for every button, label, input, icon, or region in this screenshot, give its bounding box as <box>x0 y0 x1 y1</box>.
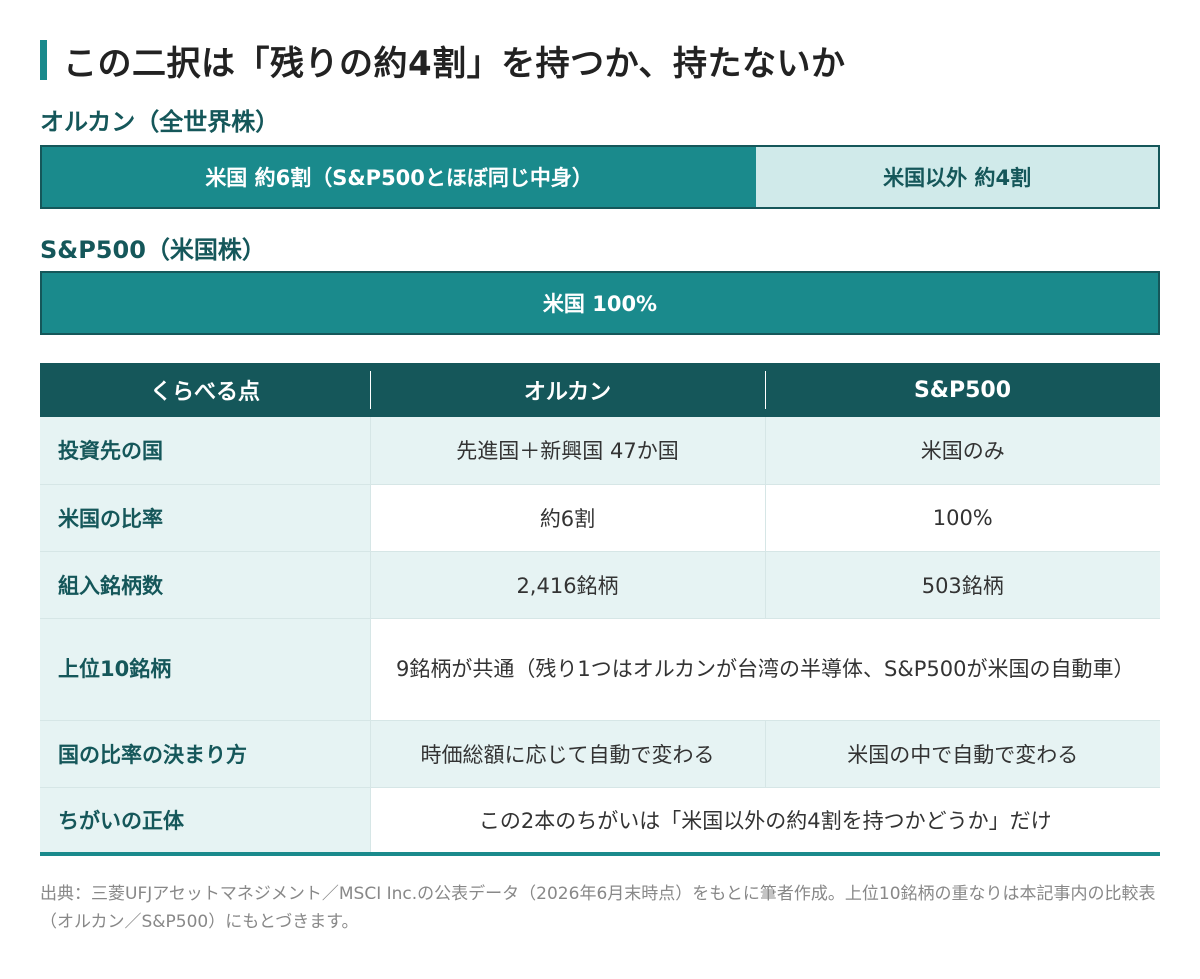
sp500-composition-bar: 米国 100% <box>40 271 1160 335</box>
cell-sp500: 米国の中で自動で変わる <box>765 720 1160 787</box>
table-row: 米国の比率 約6割 100% <box>40 484 1160 551</box>
table-header-row: くらべる点 オルカン S&P500 <box>40 363 1160 417</box>
table-row: 国の比率の決まり方 時価総額に応じて自動で変わる 米国の中で自動で変わる <box>40 720 1160 787</box>
cell-orkan: 先進国＋新興国 47か国 <box>370 417 765 484</box>
row-label: 組入銘柄数 <box>40 551 370 618</box>
allcountry-us-segment: 米国 約6割（S&P500とほぼ同じ中身） <box>42 147 756 207</box>
table-row: ちがいの正体 この2本のちがいは「米国以外の約4割を持つかどうか」だけ <box>40 787 1160 854</box>
allcountry-exus-segment: 米国以外 約4割 <box>756 147 1158 207</box>
table-row: 組入銘柄数 2,416銘柄 503銘柄 <box>40 551 1160 618</box>
comparison-table: くらべる点 オルカン S&P500 投資先の国 先進国＋新興国 47か国 米国の… <box>40 363 1160 856</box>
cell-orkan: 約6割 <box>370 484 765 551</box>
cell-merged: 9銘柄が共通（残り1つはオルカンが台湾の半導体、S&P500が米国の自動車） <box>370 618 1160 720</box>
row-label: 米国の比率 <box>40 484 370 551</box>
cell-sp500: 米国のみ <box>765 417 1160 484</box>
header-orkan: オルカン <box>370 363 765 417</box>
cell-orkan: 2,416銘柄 <box>370 551 765 618</box>
table-row: 投資先の国 先進国＋新興国 47か国 米国のみ <box>40 417 1160 484</box>
page-title-row: この二択は「残りの約4割」を持つか、持たないか <box>40 38 1160 82</box>
row-label: ちがいの正体 <box>40 787 370 854</box>
sp500-label: S&P500（米国株） <box>40 230 266 265</box>
cell-merged: この2本のちがいは「米国以外の約4割を持つかどうか」だけ <box>370 787 1160 854</box>
allcountry-label: オルカン（全世界株） <box>40 102 279 137</box>
sp500-us-segment: 米国 100% <box>42 273 1158 333</box>
merged-text: 9銘柄が共通（残り1つはオルカンが台湾の半導体、S&P500が米国の自動車） <box>396 652 1135 686</box>
allcountry-composition-bar: 米国 約6割（S&P500とほぼ同じ中身） 米国以外 約4割 <box>40 145 1160 209</box>
table-row: 上位10銘柄 9銘柄が共通（残り1つはオルカンが台湾の半導体、S&P500が米国… <box>40 618 1160 720</box>
cell-orkan: 時価総額に応じて自動で変わる <box>370 720 765 787</box>
row-label: 国の比率の決まり方 <box>40 720 370 787</box>
header-compare-point: くらべる点 <box>40 363 370 417</box>
title-accent-bar <box>40 40 47 80</box>
row-label: 投資先の国 <box>40 417 370 484</box>
row-label: 上位10銘柄 <box>40 618 370 720</box>
cell-sp500: 100% <box>765 484 1160 551</box>
source-footnote: 出典：三菱UFJアセットマネジメント／MSCI Inc.の公表データ（2026年… <box>40 880 1160 936</box>
page-title: この二択は「残りの約4割」を持つか、持たないか <box>63 36 845 85</box>
cell-sp500: 503銘柄 <box>765 551 1160 618</box>
header-sp500: S&P500 <box>765 363 1160 417</box>
